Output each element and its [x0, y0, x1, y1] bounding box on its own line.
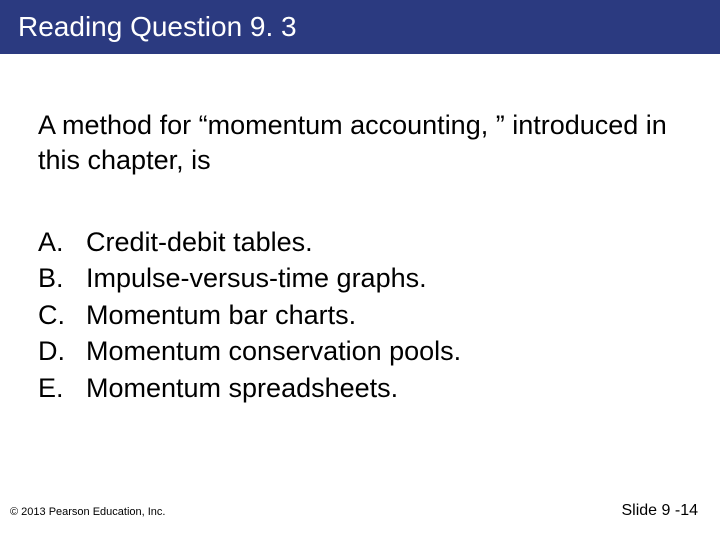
option-b: B. Impulse-versus-time graphs.	[38, 260, 461, 296]
option-letter: B.	[38, 260, 86, 296]
option-text: Credit-debit tables.	[86, 224, 313, 260]
option-e: E. Momentum spreadsheets.	[38, 370, 461, 406]
option-a: A. Credit-debit tables.	[38, 224, 461, 260]
option-letter: E.	[38, 370, 86, 406]
option-text: Momentum conservation pools.	[86, 333, 461, 369]
option-letter: A.	[38, 224, 86, 260]
option-text: Momentum bar charts.	[86, 297, 356, 333]
slide-number: Slide 9 -14	[622, 502, 699, 520]
option-d: D. Momentum conservation pools.	[38, 333, 461, 369]
option-text: Impulse-versus-time graphs.	[86, 260, 427, 296]
option-c: C. Momentum bar charts.	[38, 297, 461, 333]
option-letter: D.	[38, 333, 86, 369]
options-list: A. Credit-debit tables. B. Impulse-versu…	[38, 224, 461, 406]
slide-title: Reading Question 9. 3	[18, 11, 297, 43]
title-bar: Reading Question 9. 3	[0, 0, 720, 54]
option-letter: C.	[38, 297, 86, 333]
copyright-text: © 2013 Pearson Education, Inc.	[10, 506, 165, 518]
option-text: Momentum spreadsheets.	[86, 370, 398, 406]
question-stem: A method for “momentum accounting, ” int…	[38, 108, 680, 178]
